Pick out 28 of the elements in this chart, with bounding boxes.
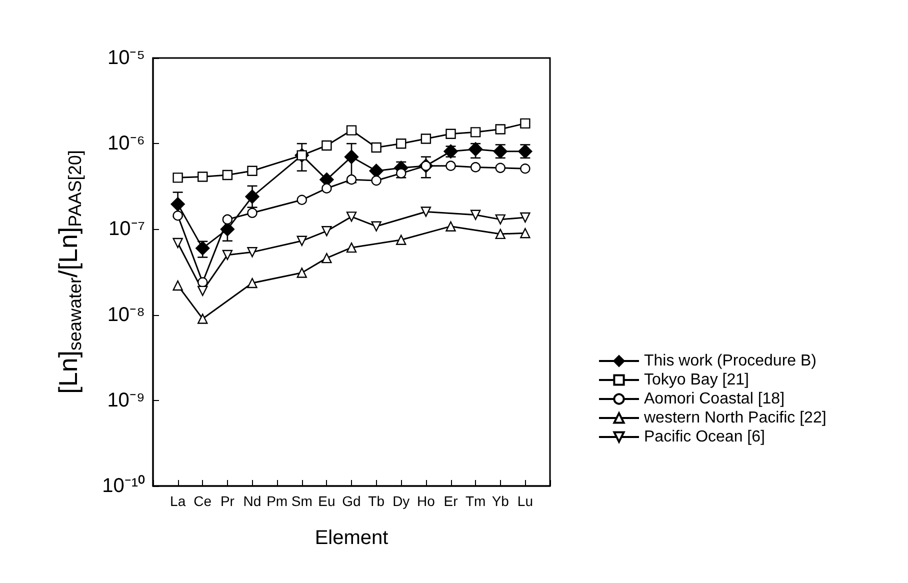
legend-label: Tokyo Bay [21]	[644, 372, 749, 388]
legend-label: Pacific Ocean [6]	[644, 428, 765, 446]
y-tick-label: 10⁻⁷	[108, 218, 145, 240]
x-axis-title: Element	[314, 527, 389, 549]
y-tick-label: 10⁻⁹	[107, 389, 145, 412]
legend-label: Aomori Coastal [18]	[644, 390, 785, 408]
legend-label: western North Pacific [22]	[643, 410, 826, 426]
x-tick-label: Lu	[517, 493, 533, 509]
x-tick-label: Yb	[492, 493, 510, 509]
x-tick-label: Nd	[243, 493, 262, 509]
y-axis-title: [Ln]seawater/[Ln]PAAS[20]	[53, 150, 85, 394]
x-tick-label: Er	[444, 493, 458, 509]
y-tick-label: 10⁻¹⁰	[102, 474, 145, 497]
x-tick-label: Sm	[291, 493, 312, 509]
x-tick-label: La	[170, 493, 186, 509]
x-tick-label: Tb	[368, 493, 385, 509]
y-tick-label: 10⁻⁵	[107, 47, 145, 69]
legend-label: This work (Procedure B)	[644, 352, 816, 370]
x-tick-label: Gd	[342, 493, 361, 509]
y-tick-label: 10⁻⁶	[108, 132, 145, 155]
x-tick-label: Tm	[465, 493, 486, 509]
x-tick-label: Ce	[194, 493, 212, 509]
y-tick-label: 10⁻⁸	[107, 304, 145, 326]
x-tick-label: Eu	[318, 493, 336, 509]
x-tick-label: Dy	[392, 493, 410, 509]
x-tick-label: Pr	[220, 493, 235, 509]
x-tick-label: Ho	[416, 493, 436, 509]
x-tick-label: Pm	[266, 493, 288, 509]
